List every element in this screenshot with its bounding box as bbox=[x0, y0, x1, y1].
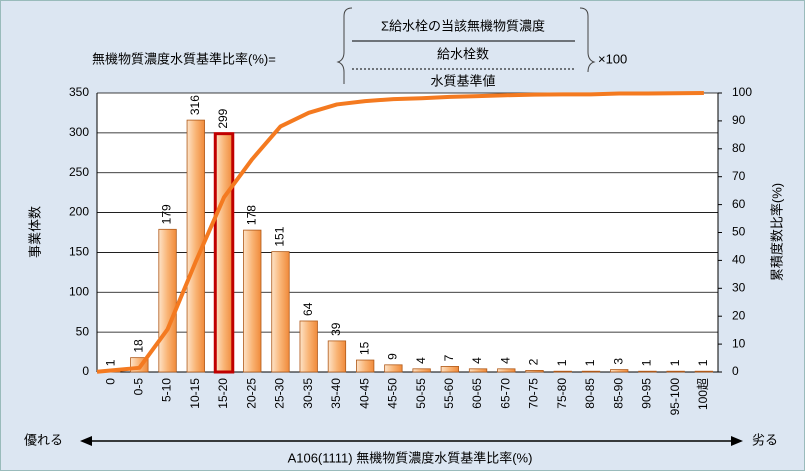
bar bbox=[158, 228, 177, 373]
y-tick-label: 100 bbox=[69, 284, 89, 298]
data-label: 4 bbox=[498, 357, 512, 364]
y2-tick-label: 60 bbox=[732, 197, 746, 211]
x-tick-label: 75-80 bbox=[555, 378, 569, 409]
x-tick-label: 90-95 bbox=[640, 378, 654, 409]
x-tick-label: 95-100 bbox=[668, 378, 682, 416]
y2-tick-label: 50 bbox=[732, 225, 746, 239]
left-note: 優れる bbox=[24, 432, 63, 447]
data-label: 3 bbox=[611, 358, 625, 365]
bar bbox=[384, 364, 403, 373]
formula-denominator: 水質基準値 bbox=[430, 73, 495, 88]
data-label: 64 bbox=[301, 302, 315, 316]
data-label: 4 bbox=[470, 357, 484, 364]
data-label: 15 bbox=[357, 341, 371, 355]
formula-multiplier: ×100 bbox=[598, 51, 627, 66]
y2-tick-label: 40 bbox=[732, 253, 746, 267]
y2-tick-label: 0 bbox=[732, 364, 739, 378]
y2-tick-label: 70 bbox=[732, 169, 746, 183]
bar bbox=[553, 370, 572, 373]
bar bbox=[243, 229, 262, 373]
x-tick-label: 30-35 bbox=[301, 378, 315, 409]
data-label: 18 bbox=[132, 339, 146, 353]
bar bbox=[525, 370, 544, 373]
x-tick-label: 60-65 bbox=[470, 378, 484, 409]
x-tick-label: 25-30 bbox=[273, 378, 287, 409]
y2-tick-label: 100 bbox=[732, 85, 752, 99]
data-label: 4 bbox=[414, 357, 428, 364]
x-tick-label: 70-75 bbox=[527, 378, 541, 409]
data-label: 1 bbox=[696, 359, 710, 366]
formula-left: 無機物質濃度水質基準比率(%)= bbox=[92, 51, 276, 66]
x-tick-label: 10-15 bbox=[188, 378, 202, 409]
bar bbox=[610, 369, 629, 373]
x-tick-label: 45-50 bbox=[386, 378, 400, 409]
x-tick-label: 80-85 bbox=[583, 378, 597, 409]
data-label: 39 bbox=[329, 322, 343, 336]
data-label: 7 bbox=[442, 354, 456, 361]
bar bbox=[412, 368, 431, 373]
data-label: 178 bbox=[244, 205, 258, 225]
x-tick-label: 0-5 bbox=[132, 378, 146, 396]
bar bbox=[638, 370, 657, 373]
bar bbox=[271, 251, 290, 373]
y2-tick-label: 90 bbox=[732, 113, 746, 127]
y-tick-label: 200 bbox=[69, 205, 89, 219]
x-tick-label: 20-25 bbox=[244, 378, 258, 409]
data-label: 1 bbox=[103, 359, 117, 366]
y-tick-label: 150 bbox=[69, 245, 89, 259]
bar bbox=[497, 368, 516, 373]
y-axis-label: 事業体数 bbox=[27, 206, 42, 258]
y-tick-label: 250 bbox=[69, 165, 89, 179]
bar bbox=[327, 340, 347, 373]
y2-tick-label: 20 bbox=[732, 308, 746, 322]
y2-tick-label: 80 bbox=[732, 141, 746, 155]
x-axis-label: A106(1111) 無機物質濃度水質基準比率(%) bbox=[288, 450, 533, 465]
bar bbox=[694, 370, 714, 373]
right-note: 劣る bbox=[752, 432, 778, 447]
data-label: 1 bbox=[583, 359, 597, 366]
formula-inner-denominator: 給水栓数 bbox=[437, 46, 489, 61]
brace-right bbox=[579, 7, 596, 73]
x-tick-label: 65-70 bbox=[498, 378, 512, 409]
cumulative-line bbox=[96, 91, 704, 374]
x-tick-label: 100超 bbox=[695, 378, 710, 410]
x-tick-label: 50-55 bbox=[414, 378, 428, 409]
y-tick-label: 0 bbox=[82, 364, 89, 378]
data-label: 2 bbox=[527, 358, 541, 365]
x-tick-label: 55-60 bbox=[442, 378, 456, 409]
bar bbox=[213, 132, 235, 374]
data-label: 1 bbox=[640, 359, 654, 366]
y-tick-label: 50 bbox=[76, 324, 90, 338]
data-label: 316 bbox=[188, 95, 202, 115]
x-tick-label: 35-40 bbox=[329, 378, 343, 409]
data-label: 9 bbox=[386, 353, 400, 360]
x-tick-label: 40-45 bbox=[357, 378, 371, 409]
y-tick-label: 300 bbox=[69, 125, 89, 139]
x-tick-label: 0 bbox=[103, 378, 117, 385]
data-label: 1 bbox=[668, 359, 682, 366]
x-tick-label: 5-10 bbox=[160, 378, 174, 402]
y-tick-label: 350 bbox=[69, 85, 89, 99]
brace-left bbox=[336, 7, 353, 84]
y2-tick-label: 10 bbox=[732, 336, 746, 350]
x-tick-label: 85-90 bbox=[611, 378, 625, 409]
y2-tick-label: 30 bbox=[732, 280, 746, 294]
y2-axis-label: 累積度数比率(%) bbox=[769, 183, 784, 281]
formula-numerator: Σ給水栓の当該無機物質濃度 bbox=[381, 18, 545, 33]
bar bbox=[440, 366, 459, 373]
data-label: 299 bbox=[216, 108, 230, 128]
data-label: 179 bbox=[160, 204, 174, 224]
data-label: 151 bbox=[273, 226, 287, 246]
bar bbox=[581, 370, 601, 373]
bar bbox=[468, 368, 488, 373]
bar bbox=[299, 320, 318, 373]
x-tick-label: 15-20 bbox=[216, 378, 230, 409]
bar bbox=[356, 359, 375, 373]
data-label: 1 bbox=[555, 359, 569, 366]
bar bbox=[666, 370, 685, 373]
